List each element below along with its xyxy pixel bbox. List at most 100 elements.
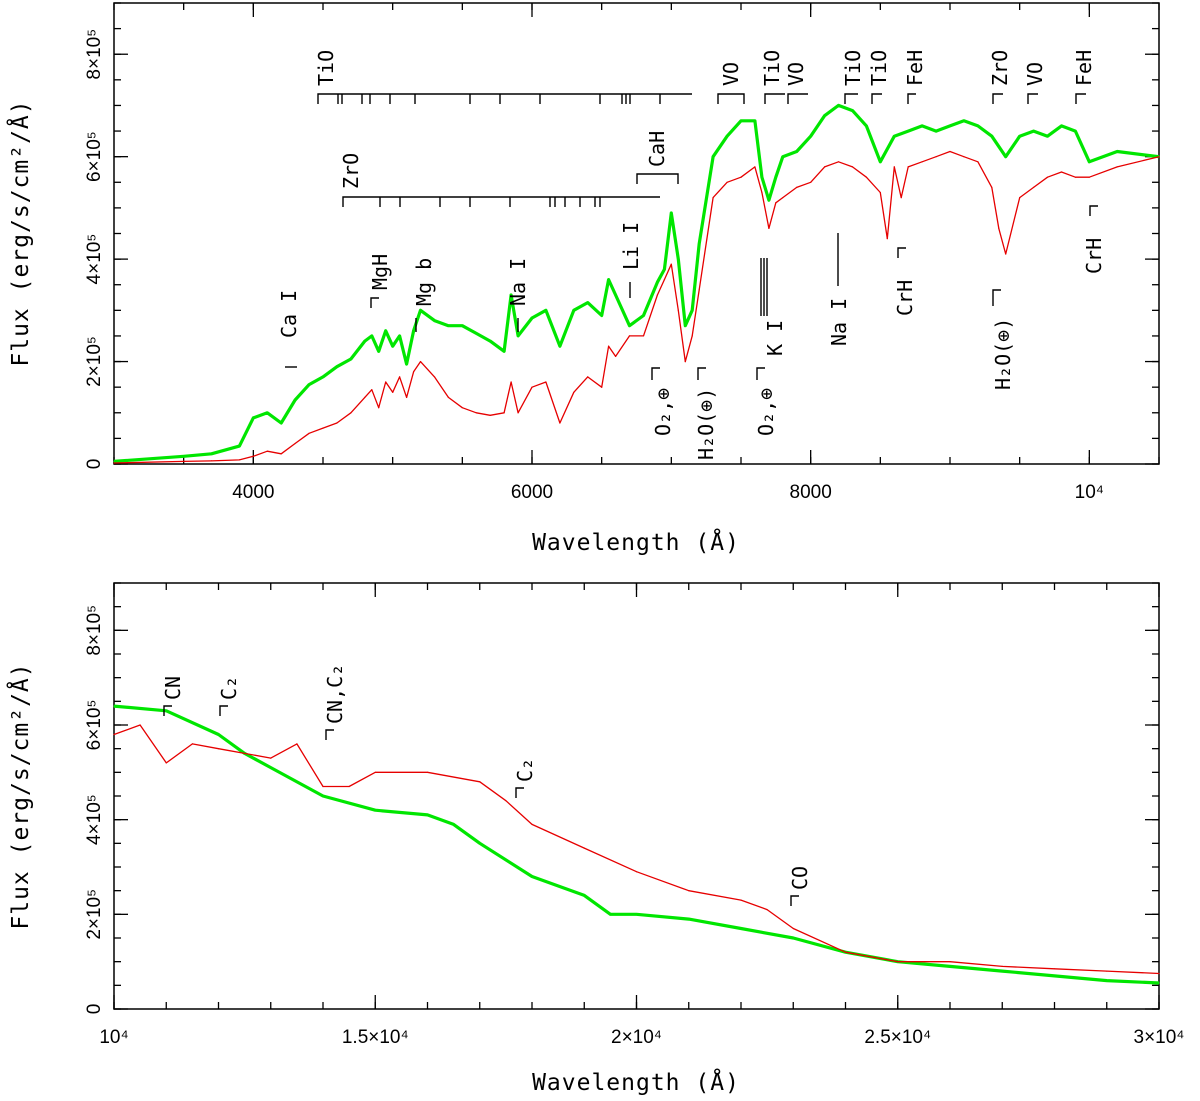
x-tick-label: 8000 <box>790 482 832 503</box>
green-data-point <box>322 376 324 378</box>
green-data-point <box>413 330 415 332</box>
green-data-point <box>308 384 310 386</box>
red-data-point <box>392 391 394 393</box>
x-tick-label: 3×10⁴ <box>1134 1027 1185 1048</box>
y-tick-label: 4×10⁵ <box>84 234 105 285</box>
red-data-point <box>348 785 350 788</box>
red-data-point <box>139 724 141 726</box>
label-mgh: MgH <box>368 254 392 290</box>
red-data-point <box>505 800 507 802</box>
x-tick-label: 10⁴ <box>1075 482 1104 503</box>
red-data-point <box>1106 970 1108 972</box>
green-data-point <box>608 279 610 281</box>
label-crh-2: CrH <box>1082 238 1106 274</box>
red-data-point <box>998 227 1000 229</box>
red-data-point <box>531 823 533 826</box>
bottom-annotation-lines <box>163 705 799 906</box>
x-tick-label: 10⁴ <box>99 1027 128 1048</box>
green-data-point <box>1005 156 1007 158</box>
top-series <box>113 103 1160 464</box>
green-data-point <box>374 809 376 811</box>
red-data-point <box>371 389 373 391</box>
green-data-point <box>677 258 679 260</box>
green-data-point <box>392 345 394 347</box>
red-data-point <box>113 462 115 464</box>
green-data-point <box>252 417 254 419</box>
label-ca-i: Ca I <box>277 290 301 338</box>
red-data-point <box>399 376 401 378</box>
red-data-point <box>615 355 617 357</box>
x-tick-label: 1.5×10⁴ <box>342 1027 409 1048</box>
red-data-point <box>792 927 794 930</box>
red-data-point <box>775 202 777 204</box>
red-data-point <box>677 309 679 311</box>
green-data-point <box>792 937 794 939</box>
green-data-point <box>754 120 756 122</box>
red-data-point <box>1046 176 1049 178</box>
red-data-point <box>1158 156 1160 158</box>
green-data-point <box>1074 130 1076 132</box>
green-data-point <box>270 767 272 769</box>
label-cah: CaH <box>645 131 669 167</box>
green-data-point <box>670 212 672 214</box>
red-data-point <box>573 391 575 393</box>
green-data-point <box>740 120 742 122</box>
bottom-panel: 10⁴ 1.5×10⁴ 2×10⁴ 2.5×10⁴ 3×10⁴ 0 2×10⁵ 4×10⁵ 6… <box>6 582 1185 1096</box>
green-data-point <box>399 335 401 337</box>
green-data-point <box>385 330 387 332</box>
red-data-point <box>350 412 352 414</box>
green-data-point <box>453 823 455 826</box>
red-data-point <box>1033 186 1035 188</box>
red-data-point <box>796 186 798 188</box>
red-data-point <box>879 191 881 194</box>
green-data-point <box>1158 982 1160 984</box>
green-data-point <box>378 350 380 352</box>
green-data-point <box>609 913 612 915</box>
green-data-point <box>406 363 408 365</box>
green-data-point <box>740 927 742 930</box>
red-data-point <box>1005 253 1007 255</box>
green-data-point <box>426 814 429 816</box>
y-tick-label: 6×10⁵ <box>84 700 105 751</box>
red-data-point <box>1019 197 1021 199</box>
green-data-point <box>531 317 533 319</box>
red-data-point <box>935 156 937 158</box>
label-feh-2: FeH <box>1072 50 1096 86</box>
bottom-plot-frame <box>113 582 1160 1010</box>
label-crh-1: CrH <box>893 280 917 316</box>
label-h2o-2: H₂O(⊕) <box>991 318 1015 390</box>
red-data-point <box>270 757 272 759</box>
label-vo-1: VO <box>719 62 743 86</box>
top-annotation-labels: TiO ZrO CaH VO TiO VO TiO TiO FeH ZrO VO… <box>277 50 1106 460</box>
red-data-point <box>761 191 763 194</box>
red-data-point <box>559 422 561 424</box>
green-data-point <box>461 325 463 327</box>
bottom-y-axis-label: Flux (erg/s/cm²/Å) <box>6 662 34 929</box>
green-data-point <box>656 281 659 283</box>
red-data-point <box>217 748 220 750</box>
red-data-point <box>531 386 533 388</box>
bottom-y-ticks: 0 2×10⁵ 4×10⁵ 6×10⁵ 8×10⁵ <box>84 582 1159 1014</box>
red-data-point <box>991 186 993 188</box>
red-data-point <box>461 407 463 409</box>
green-data-point <box>768 199 770 201</box>
red-data-point <box>294 442 296 445</box>
red-data-point <box>837 161 840 163</box>
red-data-point <box>322 785 324 788</box>
green-data-point <box>217 733 220 736</box>
label-c2-1: C₂ <box>217 676 241 700</box>
top-y-axis-label: Flux (erg/s/cm²/Å) <box>6 99 34 366</box>
red-data-point <box>447 396 449 398</box>
red-data-point <box>897 961 899 963</box>
green-data-point <box>663 268 666 270</box>
green-data-point <box>1106 980 1108 982</box>
red-data-point <box>893 166 895 168</box>
red-data-point <box>608 345 610 347</box>
green-data-point <box>907 130 909 132</box>
green-data-point <box>628 325 631 327</box>
red-data-point <box>921 161 923 163</box>
green-data-point <box>336 366 338 368</box>
green-data-point <box>294 399 296 401</box>
label-vo-3: VO <box>1023 62 1047 86</box>
green-data-point <box>489 340 491 342</box>
